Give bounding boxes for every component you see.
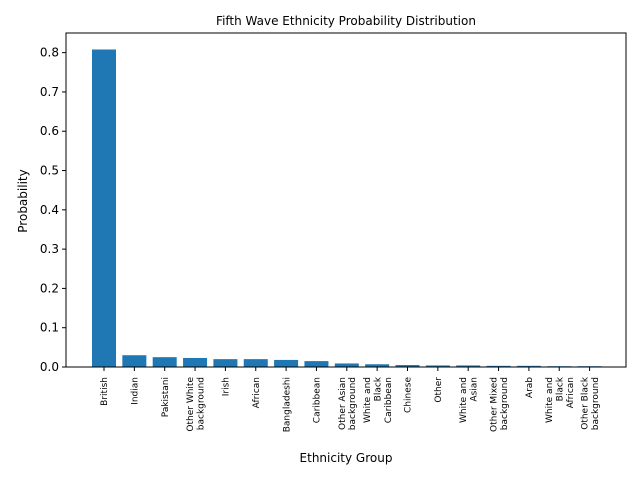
y-axis-label: Probability bbox=[16, 169, 30, 232]
bar bbox=[243, 359, 268, 367]
bar bbox=[152, 357, 177, 367]
bar bbox=[365, 364, 390, 367]
bar bbox=[304, 361, 329, 367]
x-tick-label: Chinese bbox=[404, 377, 414, 413]
x-tick-label: White andBlackAfrican bbox=[545, 376, 576, 423]
x-tick-label: Bangladeshi bbox=[282, 377, 292, 432]
x-tick-label: Other Asianbackground bbox=[338, 377, 359, 430]
x-tick-label: White andAsian bbox=[459, 377, 480, 423]
bar bbox=[274, 359, 299, 367]
bar bbox=[395, 365, 420, 367]
x-tick-label: British bbox=[100, 377, 110, 406]
y-tick-label: 0.6 bbox=[40, 124, 59, 138]
x-axis-label: Ethnicity Group bbox=[300, 451, 393, 465]
x-tick-label: Other Mixedbackground bbox=[490, 377, 511, 432]
bar bbox=[92, 49, 116, 367]
bar bbox=[122, 355, 147, 367]
x-tick-label: African bbox=[252, 377, 262, 408]
bar bbox=[456, 365, 481, 367]
x-tick-label: Other Whitebackground bbox=[186, 377, 207, 432]
x-tick-label: Pakistani bbox=[161, 377, 171, 417]
y-tick-label: 0.2 bbox=[40, 281, 59, 295]
x-tick-label: Indian bbox=[131, 377, 141, 405]
x-tick-label: Arab bbox=[525, 377, 535, 398]
bar bbox=[516, 365, 541, 367]
x-tick-label: Other Blackbackground bbox=[581, 376, 602, 430]
bar bbox=[486, 365, 511, 367]
y-tick-label: 0.3 bbox=[40, 242, 59, 256]
y-tick-label: 0.1 bbox=[40, 321, 59, 335]
y-tick-label: 0.0 bbox=[40, 360, 59, 374]
y-tick-label: 0.8 bbox=[40, 46, 59, 60]
x-tick-label: Caribbean bbox=[313, 377, 323, 423]
axes-frame bbox=[65, 32, 627, 368]
y-tick-label: 0.7 bbox=[40, 85, 59, 99]
bar bbox=[334, 363, 359, 367]
x-tick-label: Irish bbox=[222, 377, 232, 396]
bar bbox=[425, 365, 450, 367]
chart-title: Fifth Wave Ethnicity Probability Distrib… bbox=[216, 14, 476, 28]
x-tick-label: Other bbox=[434, 377, 444, 403]
bar bbox=[213, 359, 238, 367]
x-tick-label: White andBlackCaribbean bbox=[363, 376, 394, 423]
y-tick-label: 0.4 bbox=[40, 203, 59, 217]
y-tick-label: 0.5 bbox=[40, 164, 59, 178]
plot-area: 0.0 0.1 0.2 0.3 0.4 0.5 0.6 0.7 0.8 British Indian… bbox=[40, 32, 627, 432]
bar bbox=[183, 357, 208, 367]
